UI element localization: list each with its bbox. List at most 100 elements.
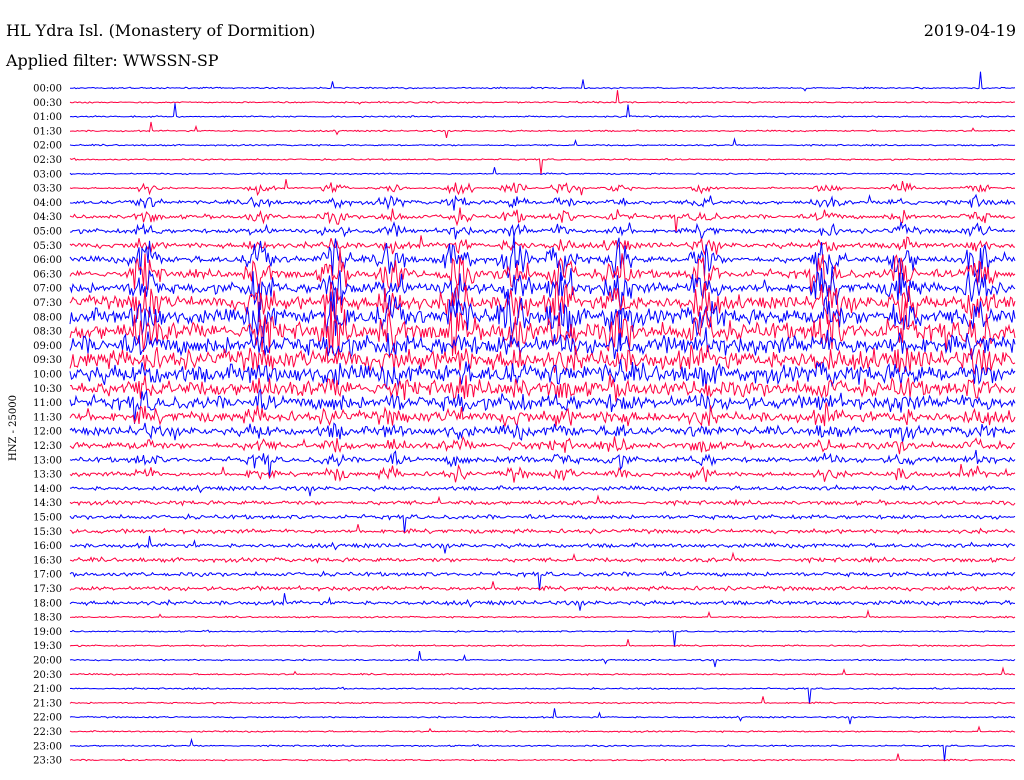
trace-0830 xyxy=(69,299,1016,358)
trace-0100 xyxy=(69,103,1016,119)
time-tick-label: 06:00 xyxy=(33,255,62,266)
trace-0030 xyxy=(69,90,1016,105)
trace-1700 xyxy=(69,570,1016,591)
trace-0500 xyxy=(69,221,1016,241)
time-tick-label: 14:00 xyxy=(33,484,62,495)
time-tick-label: 17:00 xyxy=(33,570,62,581)
trace-2330 xyxy=(69,753,1016,762)
time-tick-label: 18:30 xyxy=(33,613,62,624)
time-tick-label: 06:30 xyxy=(33,269,62,280)
time-tick-label: 04:30 xyxy=(33,212,62,223)
trace-0400 xyxy=(69,193,1016,211)
time-tick-label: 12:00 xyxy=(33,427,62,438)
trace-1600 xyxy=(69,535,1016,554)
trace-1830 xyxy=(69,609,1016,619)
trace-1930 xyxy=(69,639,1016,648)
trace-1330 xyxy=(69,463,1016,483)
trace-group xyxy=(69,71,1016,762)
trace-0130 xyxy=(69,121,1016,139)
trace-2100 xyxy=(69,686,1016,704)
time-tick-label: 20:30 xyxy=(33,670,62,681)
trace-2130 xyxy=(69,696,1015,705)
time-tick-label: 21:00 xyxy=(33,684,62,695)
time-tick-label: 08:00 xyxy=(33,312,62,323)
time-tick-label: 05:30 xyxy=(33,241,62,252)
time-tick-label: 09:30 xyxy=(33,355,62,366)
trace-0230 xyxy=(69,157,1016,175)
date-label: 2019-04-19 xyxy=(924,21,1016,40)
filter-label: Applied filter: WWSSN-SP xyxy=(5,51,219,70)
y-axis-label: HNZ - 25000 xyxy=(8,395,19,461)
time-tick-label: 07:30 xyxy=(33,298,62,309)
trace-0430 xyxy=(69,207,1016,234)
trace-2030 xyxy=(69,666,1016,676)
time-tick-label: 13:00 xyxy=(33,455,62,466)
trace-0730 xyxy=(69,280,1016,325)
trace-1800 xyxy=(69,593,1015,611)
trace-0930 xyxy=(69,344,1016,375)
trace-1730 xyxy=(69,581,1016,592)
time-tick-label: 22:00 xyxy=(33,713,62,724)
trace-1230 xyxy=(69,435,1016,455)
time-tick-label: 23:30 xyxy=(33,756,62,767)
trace-2000 xyxy=(69,651,1016,668)
trace-2200 xyxy=(69,708,1016,725)
time-tick-label: 18:00 xyxy=(33,598,62,609)
trace-1500 xyxy=(69,513,1016,534)
trace-1900 xyxy=(69,629,1016,647)
trace-2230 xyxy=(69,725,1016,734)
time-tick-label: 15:30 xyxy=(33,527,62,538)
time-tick-label: 21:30 xyxy=(33,698,62,709)
station-title: HL Ydra Isl. (Monastery of Dormition) xyxy=(6,21,315,40)
time-tick-label: 05:00 xyxy=(33,227,62,238)
time-tick-label: 12:30 xyxy=(33,441,62,452)
time-tick-label: 17:30 xyxy=(33,584,62,595)
trace-1430 xyxy=(69,494,1016,507)
trace-1200 xyxy=(69,422,1016,443)
time-tick-label: 07:00 xyxy=(33,284,62,295)
time-tick-label: 02:30 xyxy=(33,155,62,166)
time-tick-label: 16:00 xyxy=(33,541,62,552)
time-tick-label: 15:00 xyxy=(33,513,62,524)
time-tick-label: 23:00 xyxy=(33,741,62,752)
trace-0700 xyxy=(69,266,1016,315)
trace-1130 xyxy=(69,402,1016,428)
time-tick-label: 01:00 xyxy=(33,112,62,123)
time-tick-label: 19:30 xyxy=(33,641,62,652)
trace-1030 xyxy=(69,373,1016,402)
trace-0800 xyxy=(69,288,1016,346)
trace-0000 xyxy=(69,71,1016,92)
time-tick-label: 09:00 xyxy=(33,341,62,352)
time-tick-label: 20:00 xyxy=(33,656,62,667)
time-tick-label: 11:00 xyxy=(33,398,62,409)
time-tick-label: 01:30 xyxy=(33,126,62,137)
trace-0330 xyxy=(69,179,1016,197)
trace-2300 xyxy=(70,737,1016,762)
time-tick-label: 22:30 xyxy=(33,727,62,738)
trace-0600 xyxy=(69,234,1016,283)
trace-1530 xyxy=(69,524,1016,535)
time-tick-labels: 00:00 00:30 01:00 01:30 02:00 02:30 03:00 03:30… xyxy=(33,84,62,767)
time-tick-label: 00:30 xyxy=(33,98,62,109)
trace-0900 xyxy=(69,327,1016,360)
time-tick-label: 04:00 xyxy=(33,198,62,209)
time-tick-label: 13:30 xyxy=(33,470,62,481)
trace-0200 xyxy=(69,137,1016,147)
trace-1000 xyxy=(69,359,1016,389)
time-tick-label: 02:00 xyxy=(33,141,62,152)
time-tick-label: 16:30 xyxy=(33,555,62,566)
trace-0630 xyxy=(69,248,1016,295)
time-tick-label: 08:30 xyxy=(33,327,62,338)
trace-1300 xyxy=(69,449,1016,479)
time-tick-label: 19:00 xyxy=(33,627,62,638)
trace-1100 xyxy=(69,388,1016,424)
trace-0530 xyxy=(69,235,1016,256)
time-tick-label: 11:30 xyxy=(33,412,62,423)
time-tick-label: 14:30 xyxy=(33,498,62,509)
trace-1630 xyxy=(69,551,1016,564)
time-tick-label: 03:00 xyxy=(33,169,62,180)
time-tick-label: 10:30 xyxy=(33,384,62,395)
time-tick-label: 03:30 xyxy=(33,184,62,195)
time-tick-label: 00:00 xyxy=(33,84,62,95)
